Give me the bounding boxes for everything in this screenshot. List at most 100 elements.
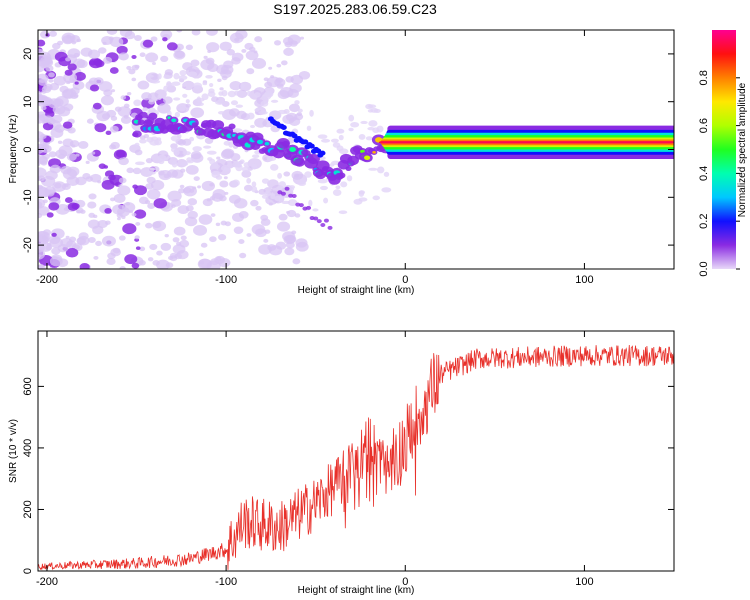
- noise-blob: [277, 172, 283, 179]
- x-tick-label: 0: [402, 576, 408, 588]
- noise-blob: [215, 256, 222, 261]
- noise-blob: [153, 198, 168, 209]
- noise-blob: [65, 247, 79, 258]
- noise-blob: [239, 159, 245, 164]
- noise-blob: [38, 248, 46, 260]
- noise-blob: [152, 61, 156, 66]
- noise-blob: [63, 207, 69, 211]
- noise-blob: [187, 210, 198, 219]
- noise-blob: [163, 173, 170, 179]
- noise-blob: [67, 63, 77, 71]
- noise-blob: [346, 175, 353, 182]
- y-tick-label: 0: [22, 146, 34, 152]
- noise-blob: [317, 134, 328, 139]
- y-tick-label: 600: [22, 377, 34, 395]
- noise-blob: [40, 144, 52, 153]
- noise-blob: [38, 167, 47, 178]
- noise-blob: [102, 56, 113, 64]
- noise-blob: [78, 140, 89, 149]
- ridge-blob: [302, 139, 309, 145]
- noise-blob: [38, 187, 50, 198]
- noise-blob: [121, 215, 126, 220]
- noise-blob: [201, 93, 209, 101]
- noise-blob: [139, 138, 147, 144]
- noise-blob: [135, 221, 141, 226]
- noise-blob: [174, 111, 181, 118]
- noise-blob: [381, 187, 392, 193]
- noise-blob: [131, 262, 140, 269]
- noise-blob: [104, 208, 112, 214]
- noise-blob: [88, 212, 96, 218]
- noise-blob: [323, 197, 329, 204]
- noise-blob: [95, 240, 102, 247]
- noise-blob: [244, 42, 254, 50]
- noise-blob: [206, 150, 217, 155]
- noise-blob: [38, 114, 45, 124]
- y-tick-label: -10: [22, 189, 34, 205]
- noise-blob: [132, 167, 142, 175]
- noise-blob: [240, 83, 245, 89]
- noise-blob: [293, 173, 300, 178]
- noise-blob: [118, 177, 127, 184]
- noise-blob: [85, 160, 90, 164]
- noise-blob: [304, 171, 312, 178]
- noise-blob: [126, 65, 132, 70]
- noise-blob: [286, 210, 291, 214]
- noise-blob: [117, 185, 131, 196]
- noise-blob: [162, 37, 168, 42]
- noise-blob: [297, 108, 303, 113]
- noise-blob: [250, 124, 256, 129]
- noise-blob: [189, 188, 195, 193]
- noise-blob: [206, 198, 212, 202]
- noise-blob: [210, 213, 216, 217]
- noise-blob: [338, 134, 344, 141]
- noise-blob: [72, 80, 85, 90]
- noise-blob: [71, 144, 76, 148]
- colorbar-tick-label: 0.6: [698, 118, 710, 133]
- noise-blob: [200, 59, 215, 71]
- noise-blob: [101, 35, 113, 45]
- snr-frame: [37, 330, 675, 572]
- ridge-blob: [291, 194, 297, 199]
- noise-blob: [38, 48, 44, 56]
- noise-blob: [134, 142, 140, 147]
- colorbar-label: Normalized spectral amplitude: [737, 82, 748, 217]
- noise-blob: [109, 36, 124, 48]
- noise-blob: [176, 30, 183, 33]
- noise-blob: [182, 93, 188, 98]
- noise-blob: [298, 70, 311, 80]
- noise-blob: [270, 99, 279, 103]
- noise-blob: [91, 151, 96, 155]
- y-tick-label: -20: [22, 237, 34, 253]
- noise-blob: [367, 109, 374, 113]
- noise-blob: [288, 185, 296, 190]
- noise-blob: [43, 83, 53, 92]
- noise-blob: [179, 70, 187, 76]
- noise-blob: [167, 190, 182, 202]
- noise-blob: [172, 237, 180, 243]
- noise-blob: [121, 202, 136, 213]
- noise-blob: [74, 71, 86, 81]
- noise-blob: [131, 64, 140, 71]
- noise-blob: [150, 79, 161, 84]
- noise-blob: [41, 89, 47, 94]
- noise-blob: [332, 189, 342, 196]
- noise-blob: [260, 100, 269, 107]
- noise-blob: [223, 176, 228, 180]
- noise-blob: [167, 255, 174, 260]
- noise-blob: [190, 107, 205, 118]
- noise-blob: [373, 108, 381, 114]
- noise-blob: [241, 48, 247, 53]
- noise-blob: [254, 36, 263, 43]
- noise-blob: [131, 77, 137, 82]
- noise-blob: [218, 234, 227, 241]
- ridge-blob: [291, 133, 298, 139]
- noise-blob: [100, 95, 115, 106]
- noise-blob: [38, 94, 45, 103]
- noise-blob: [157, 94, 162, 101]
- noise-blob: [171, 160, 178, 168]
- snr-plot: -200 -100 0 100 0 200 400 600 Height of straigh…: [8, 330, 675, 596]
- noise-blob: [186, 157, 193, 163]
- noise-blob: [139, 246, 146, 252]
